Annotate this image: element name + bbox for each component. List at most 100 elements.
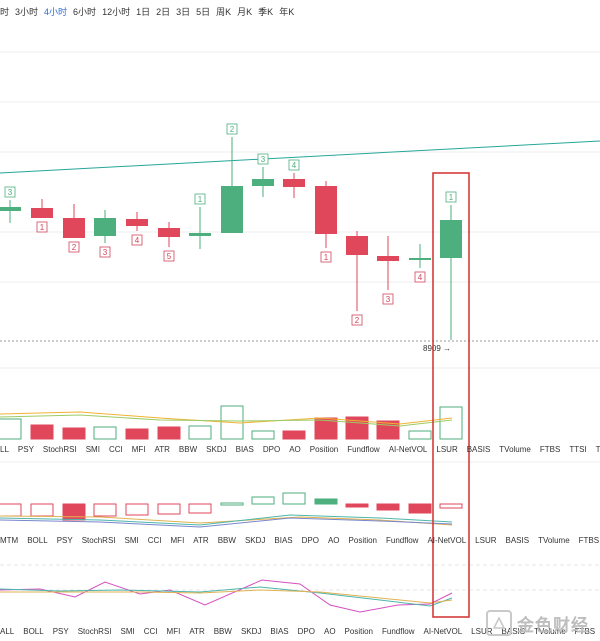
indicator-tab[interactable]: LL xyxy=(0,445,9,454)
indicator-tab[interactable]: FTBS xyxy=(578,536,600,545)
indicator-tab[interactable]: TVolume xyxy=(534,627,566,636)
interval-fragment[interactable]: 时 xyxy=(0,6,10,17)
indicator-tab[interactable]: DPO xyxy=(297,627,315,636)
candle[interactable] xyxy=(409,244,431,268)
indicator-tab[interactable]: SKDJ xyxy=(206,445,227,454)
candle[interactable] xyxy=(94,210,116,243)
indicator-tab[interactable]: PSY xyxy=(17,445,34,454)
indicator-tab[interactable]: CCI xyxy=(108,445,123,454)
signal-label: 1 xyxy=(324,253,329,262)
interval-quarter[interactable]: 季K xyxy=(258,6,274,17)
volume-bar xyxy=(0,418,22,440)
indicator-tab[interactable]: BASIS xyxy=(466,445,491,454)
interval-1d[interactable]: 1日 xyxy=(136,6,151,17)
candle[interactable] xyxy=(283,173,305,198)
interval-3d[interactable]: 3日 xyxy=(176,6,191,17)
indicator-tab[interactable]: SMI xyxy=(124,536,139,545)
indicator-tab[interactable]: Position xyxy=(309,445,339,454)
volume-bar xyxy=(62,427,86,440)
kline-chart[interactable]: 3 1 2 3 4 5 1 2 3 4 1 2 3 4 1 8909 → xyxy=(0,22,600,641)
interval-3h[interactable]: 3小时 xyxy=(15,6,39,17)
indicator-tab[interactable]: BOLL xyxy=(23,627,44,636)
histogram-bar xyxy=(30,503,54,517)
candle[interactable] xyxy=(315,181,337,248)
candle[interactable] xyxy=(440,205,462,340)
indicator-tab[interactable]: Position xyxy=(348,536,377,545)
indicator-tab[interactable]: TVolume xyxy=(499,445,531,454)
histogram-bar xyxy=(0,503,22,517)
signal-marker: 2 xyxy=(226,123,238,135)
indicator-tab[interactable]: BASIS xyxy=(505,536,530,545)
indicator-tab[interactable]: SKDJ xyxy=(244,536,266,545)
indicator-tab[interactable]: Fundflow xyxy=(347,445,380,454)
candle[interactable] xyxy=(221,137,243,233)
indicator-tab[interactable]: FTBS xyxy=(539,445,561,454)
indicator-tab[interactable]: ATR xyxy=(154,445,170,454)
indicator-tab[interactable]: ATR xyxy=(189,627,205,636)
indicator-tab[interactable]: StochRSI xyxy=(42,445,77,454)
indicator-tab[interactable]: FTBS xyxy=(574,627,596,636)
candle[interactable] xyxy=(346,231,368,311)
indicator-tab[interactable]: MFI xyxy=(170,536,185,545)
indicator-tab[interactable]: DPO xyxy=(262,445,281,454)
indicator-tab[interactable]: AI-NetVOL xyxy=(423,627,463,636)
indicator-tab[interactable]: TVolume xyxy=(538,536,570,545)
indicator-tab[interactable]: MTM xyxy=(0,536,19,545)
indicator-tab[interactable]: TTMU xyxy=(595,445,600,454)
indicator-tab[interactable]: LSUR xyxy=(471,627,493,636)
indicator-tab[interactable]: SKDJ xyxy=(240,627,262,636)
interval-6h[interactable]: 6小时 xyxy=(73,6,97,17)
indicator-tab[interactable]: TTSI xyxy=(569,445,587,454)
volume-panel-1-lines xyxy=(0,411,453,427)
signal-marker: 2 xyxy=(351,314,363,326)
indicator-tab[interactable]: BASIS xyxy=(501,627,526,636)
indicator-tab[interactable]: BOLL xyxy=(27,536,48,545)
indicator-tab[interactable]: ATR xyxy=(193,536,209,545)
indicator-tab[interactable]: ALL xyxy=(0,627,15,636)
indicator-tab[interactable]: BBW xyxy=(217,536,236,545)
interval-4h[interactable]: 4小时 xyxy=(44,6,68,17)
indicator-tab[interactable]: BBW xyxy=(178,445,198,454)
candle[interactable] xyxy=(189,207,211,249)
indicator-tab[interactable]: StochRSI xyxy=(81,536,116,545)
indicator-tab[interactable]: AI-NetVOL xyxy=(427,536,467,545)
interval-month[interactable]: 月K xyxy=(237,6,253,17)
indicator-tab[interactable]: Position xyxy=(344,627,374,636)
interval-week[interactable]: 周K xyxy=(216,6,232,17)
indicator-tab[interactable]: PSY xyxy=(52,627,69,636)
indicator-tab[interactable]: BIAS xyxy=(235,445,254,454)
indicator-tab[interactable]: LSUR xyxy=(436,445,458,454)
indicator-tab[interactable]: SMI xyxy=(120,627,135,636)
indicator-tab[interactable]: MFI xyxy=(131,445,146,454)
candle[interactable] xyxy=(252,167,274,197)
interval-2d[interactable]: 2日 xyxy=(156,6,171,17)
indicator-tab[interactable]: AO xyxy=(323,627,336,636)
indicator-tab[interactable]: Fundflow xyxy=(382,627,415,636)
indicator-tab[interactable]: CCI xyxy=(147,536,162,545)
interval-5d[interactable]: 5日 xyxy=(196,6,211,17)
interval-12h[interactable]: 12小时 xyxy=(102,6,131,17)
candle[interactable] xyxy=(158,222,180,247)
indicator-tab[interactable]: CCI xyxy=(143,627,158,636)
indicator-tab[interactable]: BBW xyxy=(213,627,232,636)
candle[interactable] xyxy=(63,204,85,238)
watermark-text: 金色财经 xyxy=(517,615,589,635)
indicator-tab[interactable]: MFI xyxy=(166,627,181,636)
interval-year[interactable]: 年K xyxy=(279,6,295,17)
indicator-tab[interactable]: Fundflow xyxy=(386,536,419,545)
candle[interactable] xyxy=(377,236,399,290)
indicator-tab[interactable]: DPO xyxy=(301,536,319,545)
indicator-tab[interactable]: PSY xyxy=(56,536,73,545)
candle[interactable] xyxy=(31,199,53,218)
indicator-tab[interactable]: BIAS xyxy=(274,536,293,545)
candle[interactable] xyxy=(0,200,21,223)
indicator-tab[interactable]: SMI xyxy=(85,445,100,454)
candle[interactable] xyxy=(126,212,148,231)
signal-marker: 4 xyxy=(288,159,300,171)
indicator-tab[interactable]: AO xyxy=(289,445,301,454)
indicator-tab[interactable]: StochRSI xyxy=(77,627,112,636)
indicator-tab[interactable]: BIAS xyxy=(270,627,289,636)
indicator-tab[interactable]: AI-NetVOL xyxy=(388,445,428,454)
indicator-tab[interactable]: AO xyxy=(327,536,340,545)
indicator-tab[interactable]: LSUR xyxy=(475,536,497,545)
